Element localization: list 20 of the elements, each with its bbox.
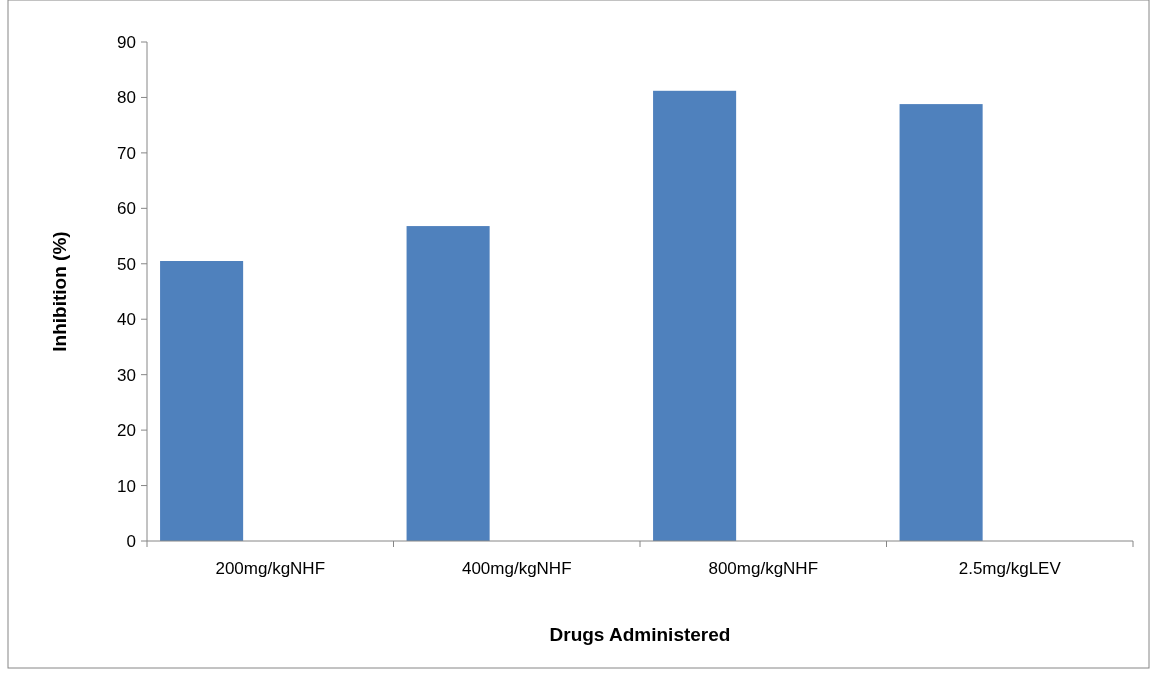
y-tick-label: 20 — [117, 421, 136, 441]
y-tick-label: 0 — [126, 531, 136, 551]
y-tick-label: 80 — [117, 88, 136, 108]
y-tick-label: 90 — [117, 32, 136, 52]
y-tick-label: 30 — [117, 365, 136, 385]
bar — [406, 226, 490, 541]
y-tick-label: 60 — [117, 199, 136, 219]
y-tick-label: 70 — [117, 143, 136, 163]
x-axis-title: Drugs Administered — [549, 624, 731, 645]
x-tick-label: 400mg/kgNHF — [461, 559, 572, 578]
x-tick-label: 2.5mg/kgLEV — [958, 559, 1062, 578]
x-tick-label: 200mg/kgNHF — [215, 559, 326, 578]
bar — [160, 261, 244, 541]
bar — [899, 104, 983, 541]
y-tick-label: 40 — [117, 310, 136, 330]
y-tick-label: 10 — [117, 476, 136, 496]
y-tick-label: 50 — [117, 254, 136, 274]
bar — [653, 90, 737, 541]
x-tick-label: 800mg/kgNHF — [708, 559, 819, 578]
y-axis-title: Inhibition (%) — [49, 231, 70, 352]
